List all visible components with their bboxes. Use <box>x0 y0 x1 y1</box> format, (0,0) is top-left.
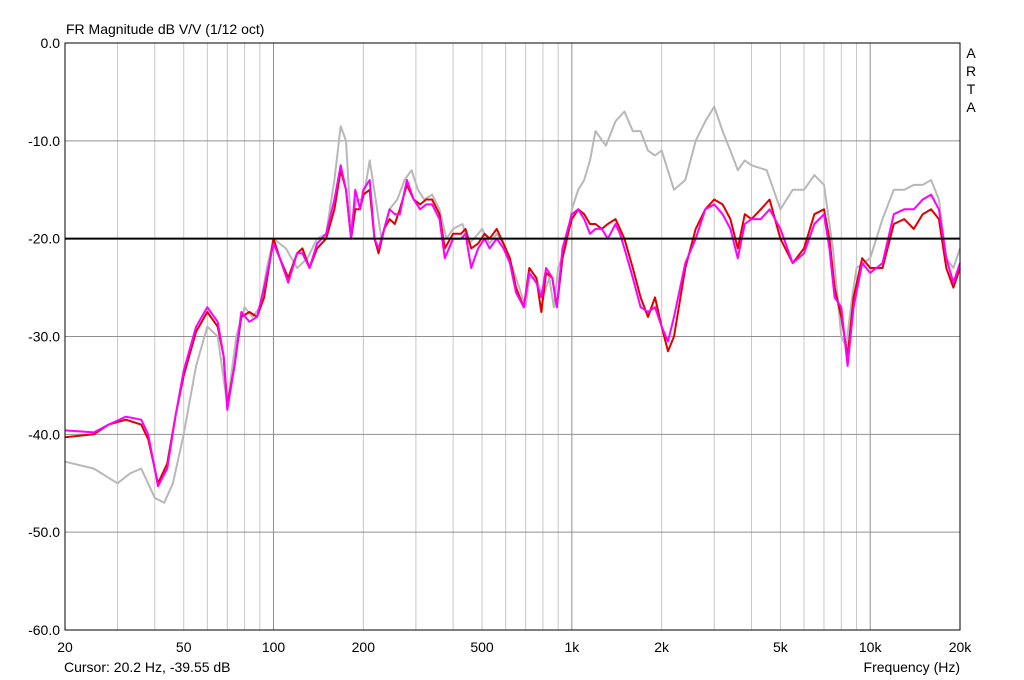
x-tick-label: 500 <box>470 639 494 655</box>
y-tick-label: -50.0 <box>28 524 60 540</box>
x-tick-label: 20k <box>949 639 973 655</box>
y-tick-label: -10.0 <box>28 133 60 149</box>
x-tick-label: 100 <box>262 639 286 655</box>
series-group <box>64 105 961 504</box>
y-tick-label: 0.0 <box>41 35 61 51</box>
y-axis-ticks: 0.0 -10.0 -20.0 -30.0 -40.0 -50.0 -60.0 <box>28 35 60 638</box>
x-tick-label: 5k <box>773 639 789 655</box>
y-tick-label: -20.0 <box>28 231 60 247</box>
brand-letter: A <box>966 99 976 115</box>
x-axis-ticks: 20 50 100 200 500 1k 2k 5k 10k 20k <box>57 639 972 655</box>
x-tick-label: 2k <box>654 639 670 655</box>
brand-letter: R <box>965 63 977 79</box>
x-tick-label: 1k <box>564 639 580 655</box>
y-tick-label: -40.0 <box>28 426 60 442</box>
cursor-readout: Cursor: 20.2 Hz, -39.55 dB <box>64 659 231 675</box>
x-tick-label: 200 <box>352 639 376 655</box>
x-tick-label: 20 <box>57 639 73 655</box>
brand-letter: A <box>966 45 976 61</box>
plot-frame <box>64 42 961 631</box>
y-tick-label: -60.0 <box>28 622 60 638</box>
series-line-3 <box>64 164 961 488</box>
brand-letter: T <box>966 81 976 97</box>
x-tick-label: 10k <box>859 639 883 655</box>
x-tick-label: 50 <box>176 639 192 655</box>
x-axis-label: Frequency (Hz) <box>863 659 960 675</box>
series-line-1 <box>64 105 961 504</box>
arta-brand-label: A R T A <box>964 44 978 116</box>
chart-title: FR Magnitude dB V/V (1/12 oct) <box>66 21 265 37</box>
y-tick-label: -30.0 <box>28 329 60 345</box>
